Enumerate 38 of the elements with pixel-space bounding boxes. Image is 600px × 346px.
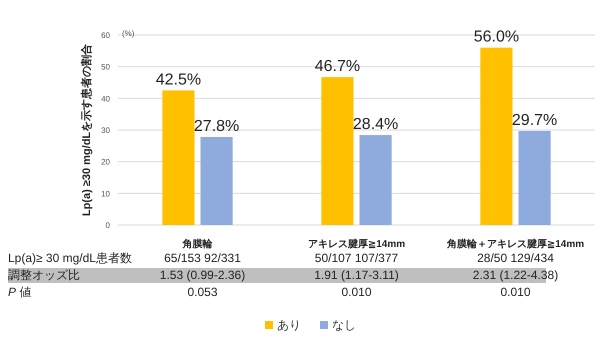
y-tick-label: 50 (101, 62, 111, 72)
bar (480, 48, 512, 225)
legend-label: あり (277, 318, 301, 332)
bar (518, 130, 551, 225)
bar (200, 136, 233, 225)
bar (321, 77, 354, 225)
data-label: 29.7% (512, 112, 558, 129)
text: Lp(a)≥ 30 mg/dL患者数 (8, 251, 132, 265)
bar (360, 135, 392, 225)
text: 0.010 (500, 285, 531, 299)
x-tick-label: 角膜輪＋アキレス腱厚≧14mm (446, 238, 584, 250)
text: 50/107 107/377 (314, 251, 399, 265)
data-label: 28.4% (352, 116, 398, 134)
y-tick-label: 20 (101, 158, 111, 167)
y-tick-label: 30 (101, 126, 111, 135)
text: 1.53 (0.99-2.36) (160, 268, 246, 282)
data-label: 56.0% (474, 28, 520, 46)
text: 28/50 129/434 (477, 251, 554, 265)
data-label: 42.5% (156, 71, 202, 88)
x-tick-label: アキレス腱厚≧14mm (308, 238, 406, 250)
y-tick-label: 40 (101, 94, 111, 104)
text: 1.91 (1.17-3.11) (314, 268, 399, 282)
text: P 値 (8, 285, 32, 299)
annotation: (%) (122, 29, 135, 38)
legend-label: なし (332, 318, 356, 332)
y-axis-title: Lp(a) ≥30 mg/dLを示す患者の割合 (80, 42, 93, 216)
y-tick-label: 60 (101, 31, 111, 40)
y-tick-label: 10 (101, 189, 111, 198)
text: 0.010 (341, 285, 372, 299)
data-label: 27.8% (194, 118, 240, 135)
data-label: 46.7% (314, 58, 360, 76)
text: 0.053 (187, 285, 218, 299)
text: 2.31 (1.22-4.38) (472, 268, 558, 282)
text: 調整オッズ比 (8, 268, 80, 282)
text: 65/153 92/331 (164, 251, 242, 265)
y-tick-label: 0 (106, 221, 111, 230)
bar (162, 90, 194, 225)
x-tick-label: 角膜輪 (182, 238, 214, 250)
